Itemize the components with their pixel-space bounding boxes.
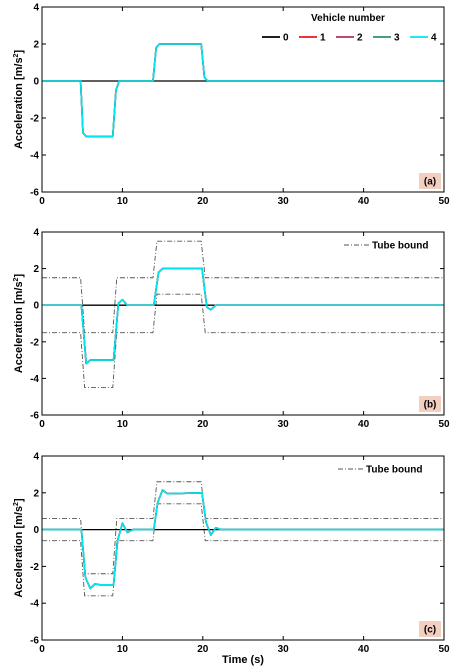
y-tick-label: -4 bbox=[30, 151, 39, 162]
x-tick-label: 10 bbox=[117, 419, 129, 430]
x-tick-label: 0 bbox=[39, 644, 45, 655]
tube-bound-lower bbox=[42, 293, 444, 388]
x-tick-label: 50 bbox=[438, 644, 450, 655]
x-tick-label: 10 bbox=[117, 644, 129, 655]
series-line-vehicle-4 bbox=[42, 267, 444, 365]
tube-bound-upper bbox=[42, 240, 444, 334]
tube-legend: Tube bound bbox=[338, 465, 422, 476]
chart-panel-3: 0 10 20 30 40 50 -6 -4 -2 0 2 4 Acceleration [m/s2] T… bbox=[13, 452, 450, 667]
x-tick-label: 40 bbox=[358, 419, 370, 430]
legend-entry-label: 2 bbox=[357, 33, 363, 44]
legend-entry-label: 4 bbox=[431, 33, 437, 44]
y-tick-label: -6 bbox=[30, 411, 39, 422]
legend-entry-label: 0 bbox=[283, 33, 289, 44]
y-tick-label: 4 bbox=[33, 452, 39, 463]
x-tick-label: 20 bbox=[197, 419, 209, 430]
plot-area bbox=[42, 7, 444, 192]
x-tick-label: 10 bbox=[117, 196, 129, 207]
y-tick-label: -2 bbox=[30, 114, 39, 125]
y-tick-label: 0 bbox=[33, 301, 39, 312]
series-line-vehicle-4 bbox=[42, 43, 444, 138]
y-tick-label: -4 bbox=[30, 374, 39, 385]
panel-label: (a) bbox=[424, 177, 436, 188]
y-tick-label: 0 bbox=[33, 525, 39, 536]
x-tick-label: 20 bbox=[197, 644, 209, 655]
panel-label: (b) bbox=[424, 400, 437, 411]
y-tick-label: -4 bbox=[30, 599, 39, 610]
x-tick-label: 50 bbox=[438, 419, 450, 430]
x-axis-label: Time (s) bbox=[222, 654, 264, 666]
y-tick-label: 2 bbox=[33, 40, 39, 51]
x-tick-label: 40 bbox=[358, 644, 370, 655]
x-tick-label: 30 bbox=[278, 419, 290, 430]
plot-area bbox=[42, 456, 444, 640]
x-tick-label: 0 bbox=[39, 419, 45, 430]
tube-legend: Tube bound bbox=[344, 241, 428, 252]
plot-frame bbox=[41, 455, 445, 641]
y-tick-label: 4 bbox=[33, 228, 39, 239]
legend-title: Vehicle number bbox=[311, 13, 385, 24]
y-tick-label: 0 bbox=[33, 77, 39, 88]
x-tick-label: 0 bbox=[39, 196, 45, 207]
tube-bound-lower bbox=[42, 503, 444, 597]
y-tick-label: -2 bbox=[30, 562, 39, 573]
y-tick-label: -6 bbox=[30, 188, 39, 199]
x-tick-label: 30 bbox=[278, 644, 290, 655]
plot-area bbox=[42, 232, 444, 415]
x-tick-label: 20 bbox=[197, 196, 209, 207]
tube-legend-label: Tube bound bbox=[366, 465, 422, 476]
x-tick-label: 50 bbox=[438, 196, 450, 207]
panel-badge bbox=[419, 621, 441, 637]
y-tick-label: -6 bbox=[30, 636, 39, 647]
y-axis-label: Acceleration [m/s2] bbox=[13, 274, 25, 374]
plot-frame bbox=[41, 231, 445, 416]
y-tick-label: 4 bbox=[33, 3, 39, 14]
y-tick-label: -2 bbox=[30, 337, 39, 348]
panel-badge bbox=[419, 173, 441, 189]
y-axis-label: Acceleration [m/s2] bbox=[13, 50, 25, 150]
legend-entry-label: 1 bbox=[320, 33, 326, 44]
plot-frame bbox=[41, 6, 445, 193]
y-tick-label: 2 bbox=[33, 264, 39, 275]
tube-legend-label: Tube bound bbox=[372, 241, 428, 252]
panel-label: (c) bbox=[424, 625, 436, 636]
series-line-vehicle-4 bbox=[42, 489, 444, 590]
x-tick-label: 30 bbox=[278, 196, 290, 207]
y-tick-label: 2 bbox=[33, 488, 39, 499]
legend: Vehicle number 0 1 2 3 4 bbox=[262, 13, 437, 44]
panel-badge bbox=[419, 396, 441, 412]
x-tick-label: 40 bbox=[358, 196, 370, 207]
y-axis-label: Acceleration [m/s2] bbox=[13, 498, 25, 598]
chart-panel-2: 0 10 20 30 40 50 -6 -4 -2 0 2 4 Acceleration [m/s2] (… bbox=[13, 228, 450, 431]
legend-entry-label: 3 bbox=[394, 33, 400, 44]
